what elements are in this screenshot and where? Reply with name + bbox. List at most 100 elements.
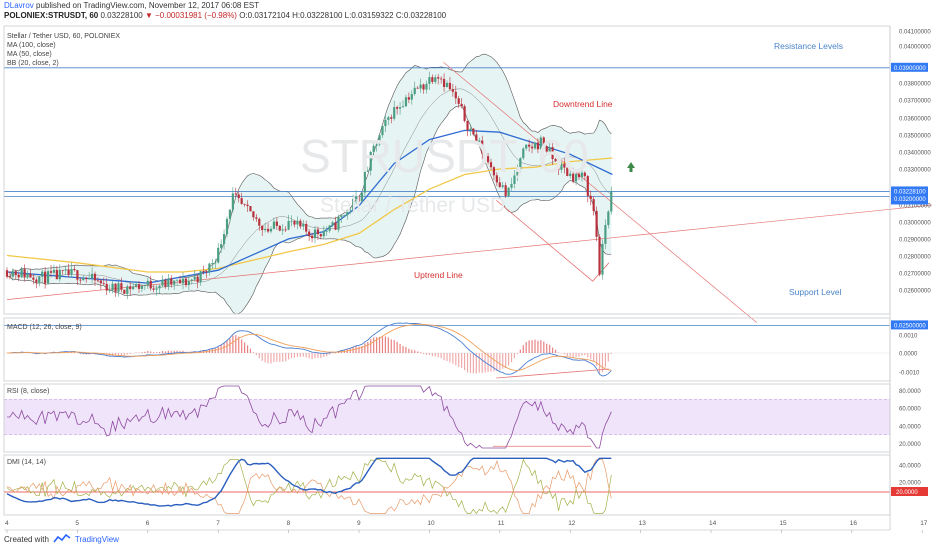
badge-last-price: 0.03228100 <box>894 190 926 196</box>
resistance-label: Resistance Levels <box>774 41 843 51</box>
time-tick-label: 13 <box>639 520 647 527</box>
candle-body <box>176 279 179 281</box>
candle-body <box>181 278 185 284</box>
candle-body <box>563 163 566 168</box>
legend-macd[interactable]: MACD (12, 26, close, 9) <box>7 324 82 331</box>
candle-body <box>507 187 510 196</box>
legend-bb[interactable]: BB (20, close, 2) <box>7 60 59 67</box>
price-tick-label: 0.02900000 <box>899 238 931 244</box>
candle-body <box>278 225 281 231</box>
candle-body <box>381 126 384 136</box>
candle-body <box>29 273 32 278</box>
candle-body <box>569 173 572 176</box>
legend-ma100[interactable]: MA (100, close) <box>7 42 56 49</box>
candle-body <box>187 280 190 286</box>
price-tick-label: 0.02800000 <box>899 255 931 261</box>
candle-body <box>440 78 443 80</box>
time-tick-label: 6 <box>146 520 150 527</box>
candle-body <box>463 106 466 121</box>
dmi-pane[interactable] <box>4 457 890 515</box>
price-change: ▼ −0.00031981 (−0.98%) <box>144 11 237 20</box>
rsi-tick-label: 80.0000 <box>899 389 921 395</box>
candle-body <box>41 271 44 277</box>
candle-body <box>196 276 199 283</box>
price-pane[interactable] <box>4 53 932 326</box>
candle-body <box>76 270 79 280</box>
candle-body <box>302 224 305 227</box>
candle-body <box>522 148 525 159</box>
candle-body <box>313 229 317 239</box>
candle-body <box>67 269 70 275</box>
candle-body <box>123 289 126 294</box>
footer-brand[interactable]: TradingView <box>74 534 119 544</box>
legend-dmi[interactable]: DMI (14, 14) <box>7 459 46 466</box>
time-tick-label: 4 <box>5 520 9 527</box>
candle-body <box>308 231 311 236</box>
time-tick-label: 14 <box>709 520 717 527</box>
dmi-tick-label: 20.0000 <box>899 481 921 487</box>
legend-rsi[interactable]: RSI (8, close) <box>7 388 50 395</box>
badge-resistance: 0.03900000 <box>894 66 926 72</box>
time-tick-label: 5 <box>75 520 79 527</box>
candle-body <box>510 183 513 188</box>
candle-body <box>495 175 498 183</box>
candle-body <box>137 284 141 289</box>
candle-body <box>237 194 240 199</box>
candle-body <box>396 107 399 109</box>
candle-body <box>105 284 108 291</box>
candle-body <box>146 280 149 286</box>
pane-frame-1 <box>3 317 891 382</box>
chart-header: DLavrov published on TradingView.com, No… <box>4 1 446 21</box>
candle-body <box>448 82 452 90</box>
candle-body <box>114 283 117 292</box>
candle-body <box>387 117 390 120</box>
candle-body <box>445 82 449 87</box>
candle-body <box>155 288 158 290</box>
badge-support: 0.02500000 <box>894 324 926 330</box>
candle-body <box>434 77 437 82</box>
candle-body <box>96 280 100 282</box>
candle-body <box>129 286 132 290</box>
candle-body <box>475 134 478 143</box>
candle-body <box>120 283 123 290</box>
candle-body <box>234 193 237 195</box>
candle-body <box>14 271 17 275</box>
candle-body <box>375 144 378 146</box>
time-tick-label: 16 <box>850 520 858 527</box>
candle-body <box>428 77 431 84</box>
candle-body <box>290 220 293 222</box>
candle-body <box>99 280 102 284</box>
candle-body <box>258 218 261 226</box>
candle-body <box>140 286 144 289</box>
candle-body <box>214 262 217 264</box>
tradingview-logo-icon <box>53 534 71 543</box>
candle-body <box>46 271 50 284</box>
price-tick-label: 0.03600000 <box>899 117 931 123</box>
candle-body <box>111 283 114 291</box>
candle-body <box>340 215 343 217</box>
candle-body <box>583 172 586 177</box>
rsi-pane[interactable] <box>4 385 890 449</box>
di-minus-line <box>6 459 612 514</box>
time-tick-label: 17 <box>920 520 928 527</box>
price-tick-label: 0.03500000 <box>899 134 931 140</box>
macd-pane[interactable] <box>4 322 890 379</box>
watermark-symbol: STRUSDT, 60 <box>300 130 589 182</box>
author-link[interactable]: DLavrov <box>4 1 34 10</box>
candle-body <box>607 211 610 225</box>
candle-body <box>425 83 428 90</box>
candle-body <box>542 137 545 147</box>
time-tick-label: 15 <box>779 520 787 527</box>
symbol-label[interactable]: POLONIEX:STRUSDT, 60 <box>4 11 99 20</box>
badge-level: 0.03200000 <box>894 197 926 203</box>
legend-title[interactable]: Stellar / Tether USD, 60, POLONIEX <box>7 33 121 40</box>
candle-body <box>296 220 299 225</box>
candle-body <box>299 220 302 227</box>
ohlc-low: L:0.03159322 <box>344 11 394 20</box>
legend-ma50[interactable]: MA (50, close) <box>7 51 52 58</box>
candle-body <box>152 288 155 290</box>
candle-body <box>431 77 434 82</box>
candle-body <box>190 279 193 281</box>
candle-body <box>519 158 522 170</box>
